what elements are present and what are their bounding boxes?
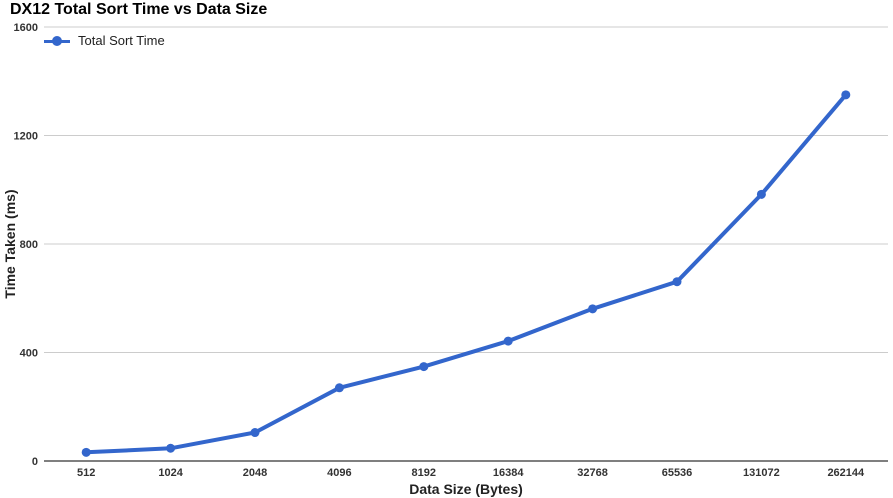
chart-title: DX12 Total Sort Time vs Data Size <box>10 1 268 18</box>
x-tick-label: 2048 <box>243 467 267 479</box>
x-tick-label: 4096 <box>327 467 351 479</box>
legend-swatch <box>44 34 70 48</box>
x-tick-label: 262144 <box>827 467 865 479</box>
data-point <box>419 362 429 372</box>
axis-layer: 0 400 800 1200 1600 512 1024 2048 4096 8192 16384 3… <box>14 22 866 479</box>
y-tick-label: 1600 <box>14 22 38 34</box>
legend-label: Total Sort Time <box>78 33 165 48</box>
data-point <box>334 383 344 393</box>
data-point <box>250 428 260 438</box>
y-tick-label: 0 <box>32 456 38 468</box>
x-tick-label: 512 <box>77 467 95 479</box>
x-tick-label: 16384 <box>493 467 524 479</box>
legend: Total Sort Time <box>44 33 165 48</box>
data-point <box>166 443 176 453</box>
series-layer <box>81 90 851 457</box>
data-point <box>756 189 766 199</box>
series-line <box>84 92 848 455</box>
x-axis-label: Data Size (Bytes) <box>409 481 523 497</box>
x-tick-label: 65536 <box>662 467 693 479</box>
x-tick-label: 32768 <box>577 467 608 479</box>
data-point <box>841 90 851 100</box>
data-point <box>672 277 682 287</box>
data-point <box>588 304 598 314</box>
x-tick-label: 8192 <box>412 467 436 479</box>
data-point <box>81 447 91 457</box>
y-tick-label: 800 <box>20 239 38 251</box>
x-tick-label: 131072 <box>743 467 780 479</box>
grid-layer <box>44 26 888 462</box>
legend-swatch-dot <box>52 35 62 46</box>
x-tick-label: 1024 <box>158 467 183 479</box>
y-axis-label: Time Taken (ms) <box>2 189 18 298</box>
y-tick-label: 1200 <box>14 131 38 143</box>
y-tick-label: 400 <box>20 348 38 360</box>
data-point <box>503 336 513 346</box>
